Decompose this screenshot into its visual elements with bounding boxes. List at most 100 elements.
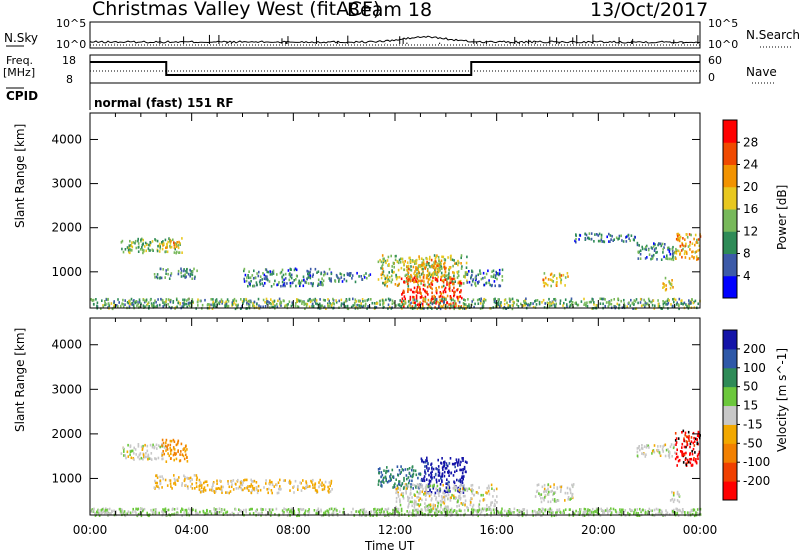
data-cell (152, 305, 155, 308)
data-cell (142, 304, 145, 307)
data-cell (422, 283, 425, 287)
data-cell (429, 503, 432, 506)
data-cell (488, 281, 490, 285)
data-cell (471, 508, 473, 511)
data-cell (441, 255, 443, 259)
data-cell (392, 508, 394, 512)
data-cell (309, 276, 312, 280)
data-cell (678, 307, 680, 311)
data-cell (261, 282, 264, 285)
data-cell (185, 509, 188, 513)
data-cell (422, 479, 424, 482)
data-cell (381, 267, 384, 271)
data-cell (243, 298, 245, 301)
data-cell (422, 288, 425, 291)
data-cell (460, 289, 462, 292)
data-cell (400, 465, 402, 468)
data-cell (143, 300, 146, 304)
data-cell (407, 290, 409, 293)
data-cell (142, 251, 144, 255)
data-cell (404, 302, 407, 305)
data-cell (266, 275, 268, 278)
data-cell (311, 302, 314, 306)
data-cell (459, 497, 462, 501)
data-cell (664, 443, 667, 447)
data-cell (147, 453, 150, 457)
data-cell (536, 299, 539, 302)
data-cell (425, 464, 428, 468)
data-cell (355, 510, 357, 513)
data-cell (286, 514, 289, 517)
data-cell (482, 498, 485, 501)
data-cell (209, 488, 211, 492)
data-cell (398, 482, 400, 486)
data-cell (447, 480, 450, 484)
data-cell (427, 293, 429, 296)
data-cell (451, 462, 454, 466)
data-cell (240, 483, 242, 486)
y-tick-label: 4000 (51, 338, 82, 352)
data-cell (235, 483, 237, 486)
data-cell (107, 297, 109, 301)
data-cell (622, 240, 625, 243)
data-cell (173, 482, 175, 485)
data-cell (350, 305, 353, 309)
data-cell (117, 305, 119, 308)
data-cell (563, 301, 565, 305)
x-tick-label: 16:00 (479, 523, 514, 537)
data-cell (674, 298, 677, 302)
data-cell (660, 512, 662, 515)
data-cell (165, 246, 167, 250)
data-cell (414, 301, 416, 304)
data-cell (438, 494, 440, 498)
data-cell (126, 512, 129, 515)
data-cell (416, 273, 419, 276)
data-cell (411, 475, 414, 479)
data-cell (647, 303, 650, 307)
data-cell (327, 304, 329, 308)
data-cell (251, 274, 254, 277)
data-cell (426, 456, 428, 460)
data-cell (543, 490, 545, 494)
data-cell (306, 269, 308, 273)
data-cell (149, 243, 151, 247)
data-cell (187, 487, 189, 490)
data-cell (129, 453, 131, 456)
data-cell (168, 299, 171, 302)
data-cell (464, 299, 466, 302)
data-cell (166, 509, 169, 512)
data-cell (422, 487, 424, 491)
data-cell (407, 485, 410, 488)
data-cell (277, 481, 280, 484)
data-cell (381, 299, 384, 302)
data-cell (364, 304, 367, 307)
data-cell (253, 269, 255, 273)
data-cell (383, 469, 385, 472)
y-tick-label: 2000 (51, 221, 82, 235)
data-cell (121, 511, 124, 515)
data-cell (390, 274, 393, 278)
data-cell (669, 286, 672, 290)
data-cell (431, 273, 433, 277)
data-cell (501, 268, 504, 272)
data-cell (391, 513, 393, 516)
data-cell (650, 257, 652, 261)
data-cell (697, 431, 700, 435)
data-cell (146, 243, 148, 247)
data-cell (189, 479, 192, 483)
data-cell (370, 298, 372, 301)
data-cell (356, 303, 358, 307)
data-cell (430, 471, 432, 475)
data-cell (309, 267, 312, 271)
data-cell (698, 451, 701, 454)
data-cell (411, 307, 414, 310)
data-cell (468, 487, 470, 491)
data-cell (412, 260, 414, 264)
data-cell (536, 489, 539, 493)
data-cell (691, 464, 694, 467)
velocity-colorbar-tick-label: 15 (743, 399, 758, 413)
data-cell (385, 508, 388, 512)
data-cell (430, 265, 433, 268)
data-cell (500, 301, 502, 304)
data-cell (692, 447, 695, 451)
